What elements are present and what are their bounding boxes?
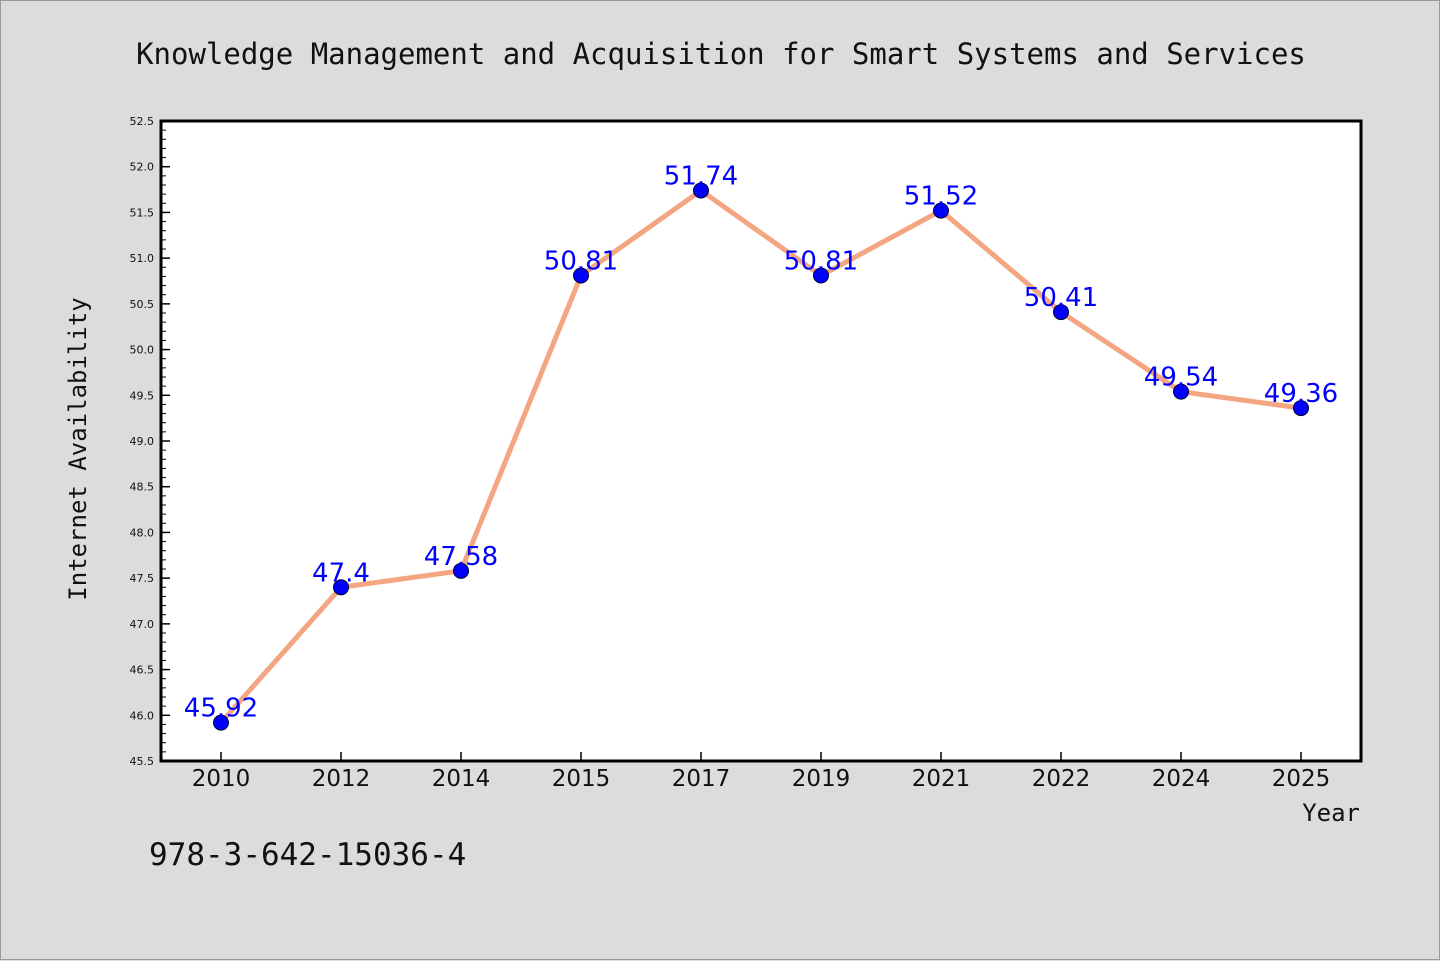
data-point	[333, 579, 349, 596]
y-tick-label: 52.5	[130, 115, 155, 128]
data-label: 50.41	[1024, 283, 1098, 313]
data-label: 50.81	[784, 247, 858, 277]
data-point	[1293, 400, 1309, 417]
y-tick-label: 50.5	[130, 298, 155, 311]
data-point	[213, 714, 229, 731]
y-tick-label: 50.0	[130, 344, 155, 357]
y-axis-ticks: 45.5 46.0 46.5 47.0 47.5 48.0 48.5 49.0 49.5 50.0…	[130, 115, 170, 768]
plot-border	[159, 119, 1363, 763]
x-tick-label: 2025	[1272, 766, 1331, 792]
x-tick-label: 2010	[192, 766, 251, 792]
y-tick-label: 51.0	[130, 252, 155, 265]
y-tick-label: 47.0	[130, 618, 155, 631]
data-point	[693, 182, 709, 199]
data-label: 47.4	[312, 558, 370, 588]
y-tick-label: 49.0	[130, 435, 155, 448]
data-point	[573, 267, 589, 284]
y-tick-label: 48.5	[130, 481, 155, 494]
data-point	[933, 202, 949, 219]
data-point	[453, 562, 469, 579]
data-label: 47.58	[424, 542, 498, 572]
x-tick-label: 2014	[432, 766, 491, 792]
data-labels: 45.92 47.4 47.58 50.81 51.74 50.81 51.52 50.41 4…	[184, 161, 1338, 723]
data-label: 49.54	[1144, 363, 1218, 393]
data-label: 51.52	[904, 182, 978, 212]
y-tick-label: 46.0	[130, 709, 155, 722]
x-axis-ticks: 2010 2012 2014 2015 2017 2019 2021 2022 2024 2025	[192, 752, 1331, 792]
y-tick-label: 48.0	[130, 526, 155, 539]
y-tick-label: 49.5	[130, 389, 155, 402]
data-point	[813, 267, 829, 284]
series-line	[218, 187, 1304, 726]
x-tick-label: 2022	[1032, 766, 1091, 792]
x-tick-label: 2024	[1152, 766, 1211, 792]
isbn-footer: 978-3-642-15036-4	[149, 837, 466, 873]
data-label: 45.92	[184, 694, 258, 724]
y-tick-label: 51.5	[130, 206, 155, 219]
chart-title: Knowledge Management and Acquisition for…	[136, 37, 1306, 71]
x-tick-label: 2012	[312, 766, 371, 792]
x-tick-label: 2019	[792, 766, 851, 792]
y-tick-label: 47.5	[130, 572, 155, 585]
y-tick-label: 52.0	[130, 161, 155, 174]
data-label: 50.81	[544, 247, 618, 277]
x-tick-label: 2021	[912, 766, 971, 792]
data-label: 51.74	[664, 161, 738, 191]
data-markers	[213, 182, 1309, 731]
x-tick-label: 2017	[672, 766, 731, 792]
x-tick-label: 2015	[552, 766, 611, 792]
y-axis-title: Internet Availability	[64, 297, 92, 600]
data-point	[1053, 304, 1069, 321]
data-point	[1173, 383, 1189, 400]
y-tick-label: 46.5	[130, 664, 155, 677]
x-axis-title: Year	[1302, 799, 1360, 827]
data-label: 49.36	[1264, 379, 1338, 409]
plot-area	[161, 121, 1361, 761]
y-tick-label: 45.5	[130, 755, 155, 768]
